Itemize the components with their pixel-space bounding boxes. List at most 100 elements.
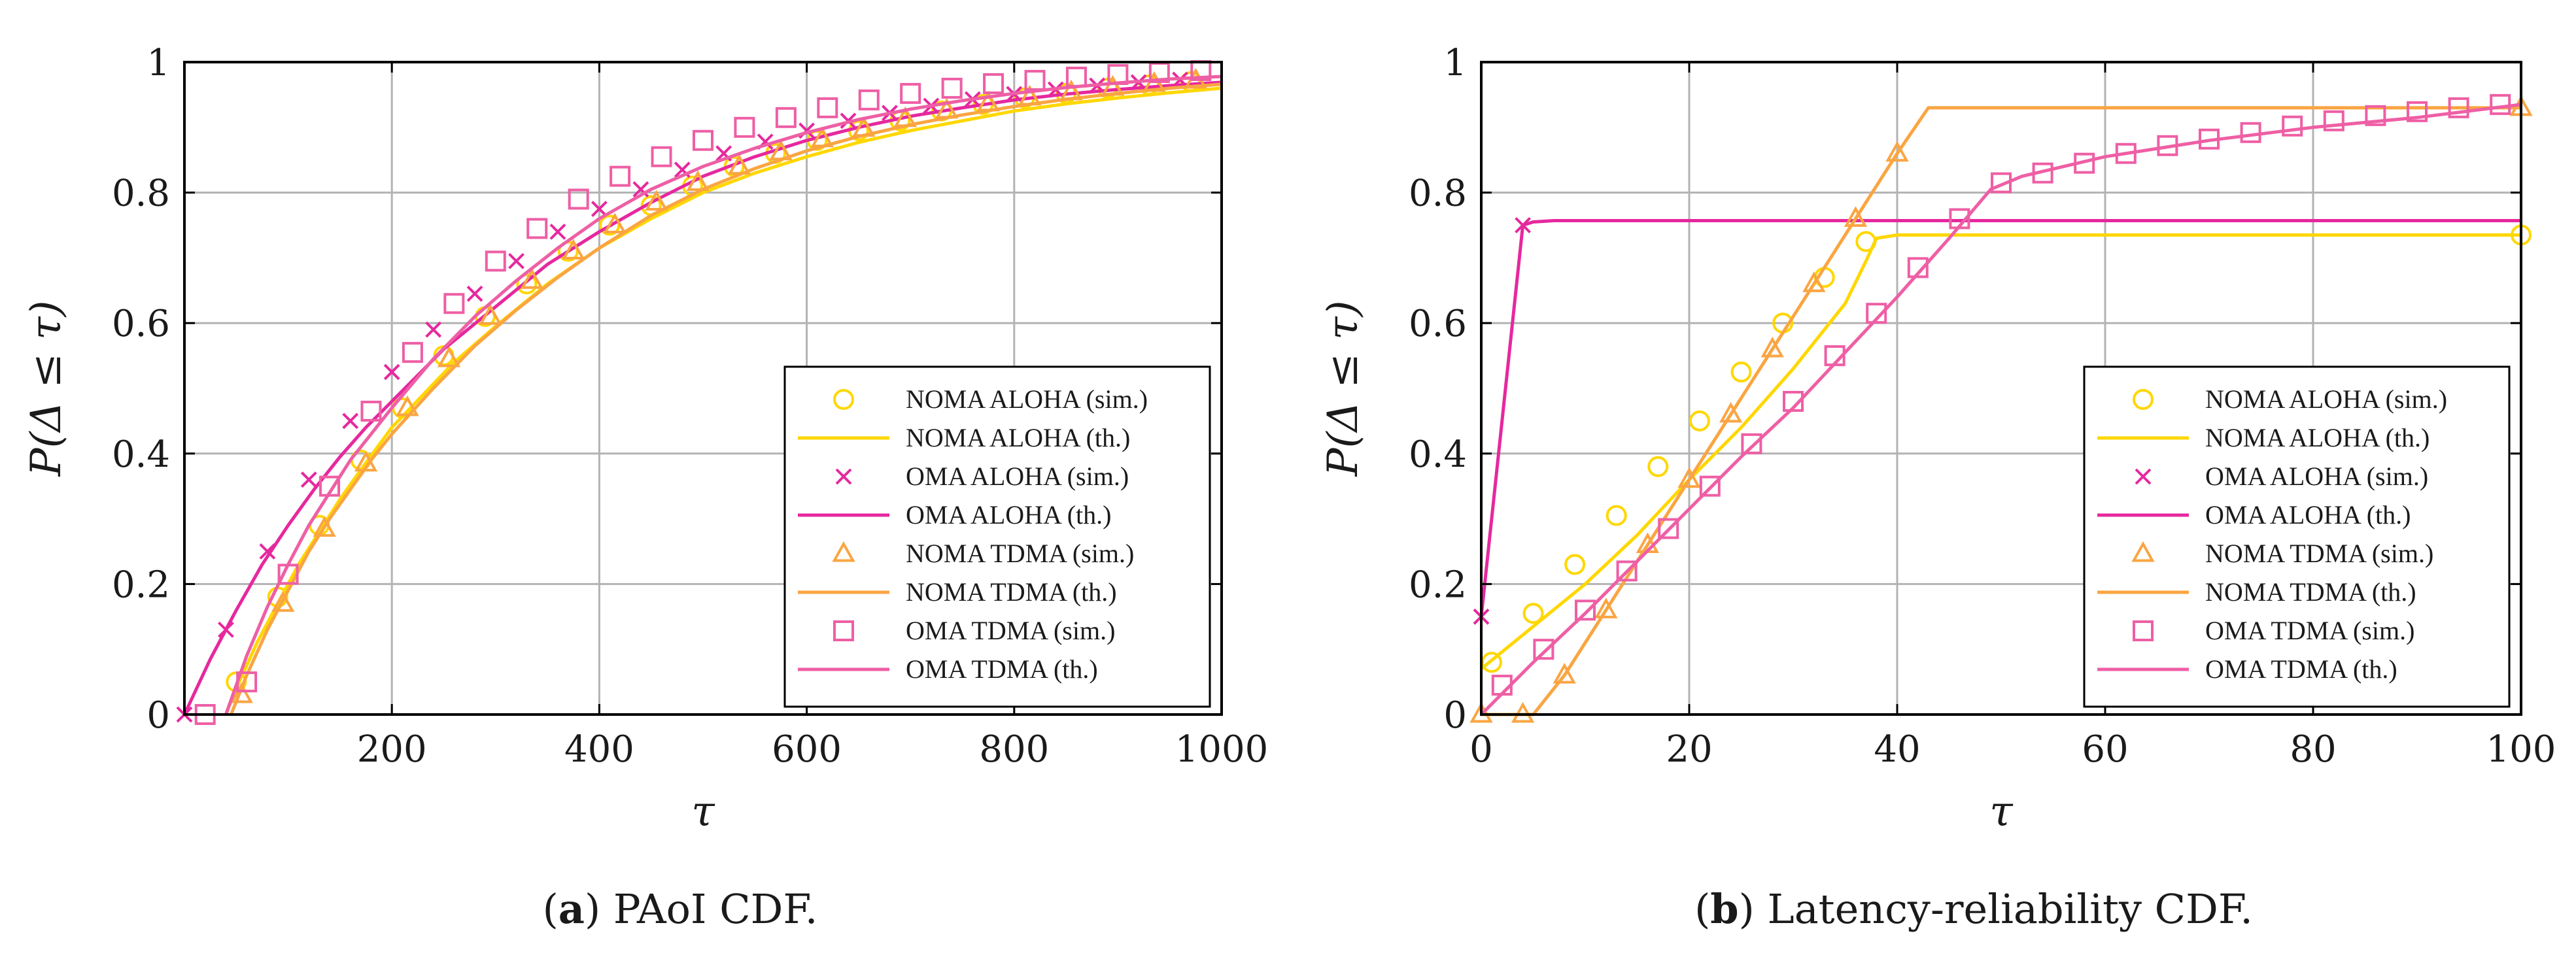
- data-point-square-marker: [2323, 110, 2344, 131]
- y-tick-label: 0.4: [112, 433, 170, 476]
- caption-label: b: [1710, 885, 1738, 933]
- data-point-square-marker: [2407, 101, 2428, 122]
- legend-entry: OMA ALOHA (th.): [798, 500, 1111, 530]
- data-point-triangle-marker: [479, 304, 502, 325]
- data-point-circle-marker: [1730, 362, 1752, 383]
- data-point-square-marker: [2365, 105, 2386, 126]
- data-point-square-marker: [402, 342, 423, 363]
- data-point-square-marker: [2240, 122, 2261, 143]
- data-point-circle-marker: [1647, 456, 1669, 477]
- data-point-triangle-marker: [230, 682, 253, 703]
- legend-entry: OMA TDMA (th.): [798, 654, 1098, 684]
- legend-label: OMA TDMA (th.): [2205, 654, 2397, 684]
- data-point-circle-marker: [1606, 505, 1627, 526]
- data-point-triangle-marker: [644, 190, 668, 211]
- data-point-cross-marker: [383, 363, 400, 380]
- legend-square-marker: [2133, 620, 2154, 641]
- series-line: [224, 75, 1222, 715]
- caption-open-paren: (: [1694, 885, 1710, 933]
- data-point-square-marker: [1533, 639, 1554, 660]
- data-point-square-marker: [1741, 433, 1762, 454]
- legend-triangle-marker: [832, 541, 855, 562]
- data-point-triangle-marker: [1760, 337, 1784, 358]
- series-line: [1480, 103, 2522, 716]
- data-point-square-marker: [693, 129, 713, 151]
- legend-cross-marker: [835, 468, 852, 485]
- data-point-square-marker: [858, 89, 880, 110]
- series-line: [1481, 106, 2521, 716]
- data-point-triangle-marker: [437, 346, 461, 367]
- legend-entry: OMA ALOHA (sim.): [835, 462, 1129, 491]
- data-point-square-marker: [1907, 257, 1929, 278]
- legend-square-marker: [833, 620, 854, 641]
- x-axis-label: τ: [1989, 788, 2014, 836]
- legend-entry: OMA TDMA (sim.): [833, 616, 1115, 645]
- legend-label: NOMA TDMA (sim.): [2205, 539, 2433, 568]
- data-point-cross-marker: [342, 412, 359, 429]
- figure-caption: (b) Latency-reliability CDF.: [1694, 885, 2253, 933]
- x-tick-label: 800: [979, 728, 1049, 771]
- legend-label: OMA ALOHA (sim.): [906, 462, 1129, 491]
- data-point-square-marker: [526, 218, 548, 239]
- legend-entry: NOMA TDMA (sim.): [832, 539, 1134, 568]
- data-point-triangle-marker: [1677, 467, 1701, 488]
- data-point-square-marker: [941, 77, 963, 99]
- series-group: [176, 59, 1222, 725]
- legend-entry: OMA TDMA (sim.): [2133, 616, 2414, 645]
- legend: NOMA ALOHA (sim.) NOMA ALOHA (th.) OMA ALO…: [2083, 365, 2511, 708]
- legend-label: OMA ALOHA (th.): [2205, 500, 2411, 530]
- x-axis-label: τ: [691, 788, 715, 836]
- data-point-triangle-marker: [271, 591, 295, 612]
- data-point-cross-marker: [300, 471, 317, 488]
- data-point-square-marker: [1658, 518, 1679, 539]
- y-tick-label: 0.8: [112, 173, 170, 215]
- data-point-triangle-marker: [1719, 401, 1743, 423]
- ticks: 0 20 40 60 80 100 0 0.2 0.4 0.6 0.8 1: [1409, 42, 2556, 771]
- y-tick-label: 0.6: [112, 303, 170, 345]
- ticks: 200 400 600 800 1000 0 0.2 0.4 0.6 0.8 1: [112, 42, 1268, 771]
- x-tick-label: 100: [2486, 728, 2556, 771]
- data-point-square-marker: [1616, 560, 1638, 582]
- legend-circle-marker: [833, 389, 854, 410]
- legend-cross-marker: [2135, 468, 2152, 485]
- data-point-cross-marker: [549, 224, 566, 240]
- series-line: [1480, 233, 2521, 671]
- data-point-circle-marker: [516, 273, 538, 295]
- legend-entry: OMA TDMA (th.): [2097, 654, 2397, 684]
- data-point-triangle-marker: [1844, 206, 1868, 227]
- x-tick-label: 1000: [1175, 728, 1269, 771]
- y-tick-label: 0: [1443, 694, 1467, 737]
- data-point-square-marker: [734, 116, 755, 138]
- caption-text: ) Latency-reliability CDF.: [1739, 885, 2253, 933]
- data-point-cross-marker: [591, 201, 608, 217]
- data-point-square-marker: [360, 400, 382, 422]
- y-tick-label: 1: [146, 42, 170, 84]
- data-point-triangle-marker: [1594, 597, 1618, 618]
- data-point-square-marker: [775, 107, 797, 128]
- y-tick-label: 1: [1443, 42, 1467, 84]
- chart-panel-a: 200 400 600 800 1000 0 0.2 0.4 0.6 0.8 1 τ P(Δ ≤ τ) N…: [22, 42, 1268, 933]
- x-tick-label: 20: [1666, 728, 1712, 771]
- data-point-circle-marker: [1689, 410, 1710, 431]
- x-tick-label: 0: [1469, 728, 1493, 771]
- legend-label: NOMA ALOHA (th.): [2205, 423, 2430, 452]
- data-point-triangle-marker: [520, 268, 543, 289]
- legend-box: [783, 365, 1211, 708]
- series-group: [1469, 93, 2533, 723]
- data-point-square-marker: [443, 293, 465, 314]
- legend-entry: NOMA ALOHA (sim.): [2133, 384, 2447, 414]
- legend-entry: NOMA TDMA (sim.): [2131, 539, 2433, 568]
- legend-label: NOMA ALOHA (sim.): [906, 384, 1148, 414]
- legend-label: NOMA ALOHA (th.): [906, 423, 1130, 452]
- x-tick-label: 40: [1874, 728, 1920, 771]
- data-point-triangle-marker: [1885, 141, 1909, 162]
- y-axis-label: P(Δ ≤ τ): [22, 301, 71, 477]
- y-tick-label: 0.4: [1409, 433, 1467, 476]
- legend-label: OMA TDMA (sim.): [906, 616, 1115, 645]
- legend-entry: OMA ALOHA (th.): [2097, 500, 2411, 530]
- series-line: [230, 82, 1222, 715]
- data-point-square-marker: [568, 188, 589, 210]
- plot-frame: [1480, 61, 2522, 716]
- legend-entry: NOMA TDMA (th.): [798, 577, 1117, 607]
- legend-label: NOMA ALOHA (sim.): [2205, 384, 2447, 414]
